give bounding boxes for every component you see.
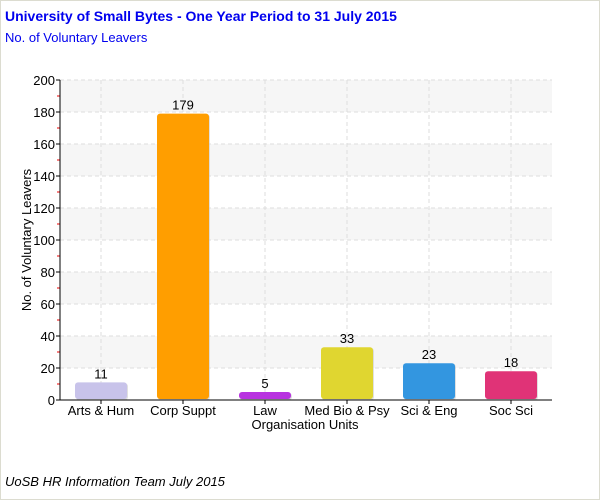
bar-arts-hum bbox=[75, 382, 127, 399]
x-tick-label: Law bbox=[253, 403, 277, 418]
grid-band bbox=[60, 144, 552, 176]
chart-title: University of Small Bytes - One Year Per… bbox=[5, 8, 397, 24]
grid-band bbox=[60, 80, 552, 112]
data-label: 18 bbox=[504, 355, 518, 370]
y-tick-label: 120 bbox=[33, 201, 55, 216]
grid-band bbox=[60, 208, 552, 240]
bar-corp-suppt bbox=[157, 113, 209, 399]
x-tick-label: Corp Suppt bbox=[150, 403, 216, 418]
x-axis-label: Organisation Units bbox=[252, 417, 359, 432]
y-tick-label: 60 bbox=[41, 297, 55, 312]
data-label: 179 bbox=[172, 98, 194, 113]
data-label: 11 bbox=[94, 366, 108, 381]
y-tick-label: 180 bbox=[33, 105, 55, 120]
y-tick-label: 40 bbox=[41, 329, 55, 344]
data-label: 23 bbox=[422, 347, 436, 362]
x-tick-label: Med Bio & Psy bbox=[304, 403, 390, 418]
y-tick-label: 0 bbox=[48, 393, 55, 408]
y-axis-label: No. of Voluntary Leavers bbox=[19, 168, 34, 311]
y-tick-label: 200 bbox=[33, 73, 55, 88]
grid-band bbox=[60, 336, 552, 368]
y-tick-label: 160 bbox=[33, 137, 55, 152]
data-label: 33 bbox=[340, 331, 354, 346]
bar-sci-eng bbox=[403, 363, 455, 399]
y-tick-label: 140 bbox=[33, 169, 55, 184]
chart-subtitle: No. of Voluntary Leavers bbox=[5, 30, 148, 45]
chart-footer: UoSB HR Information Team July 2015 bbox=[5, 474, 225, 489]
bar-soc-sci bbox=[485, 371, 537, 399]
x-tick-label: Sci & Eng bbox=[400, 403, 457, 418]
bar-law bbox=[239, 392, 291, 399]
bar-med-bio-psy bbox=[321, 347, 373, 399]
grid-band bbox=[60, 272, 552, 304]
data-label: 5 bbox=[261, 376, 268, 391]
y-tick-label: 100 bbox=[33, 233, 55, 248]
y-tick-label: 20 bbox=[41, 361, 55, 376]
x-tick-label: Soc Sci bbox=[489, 403, 533, 418]
y-tick-label: 80 bbox=[41, 265, 55, 280]
x-tick-label: Arts & Hum bbox=[68, 403, 134, 418]
